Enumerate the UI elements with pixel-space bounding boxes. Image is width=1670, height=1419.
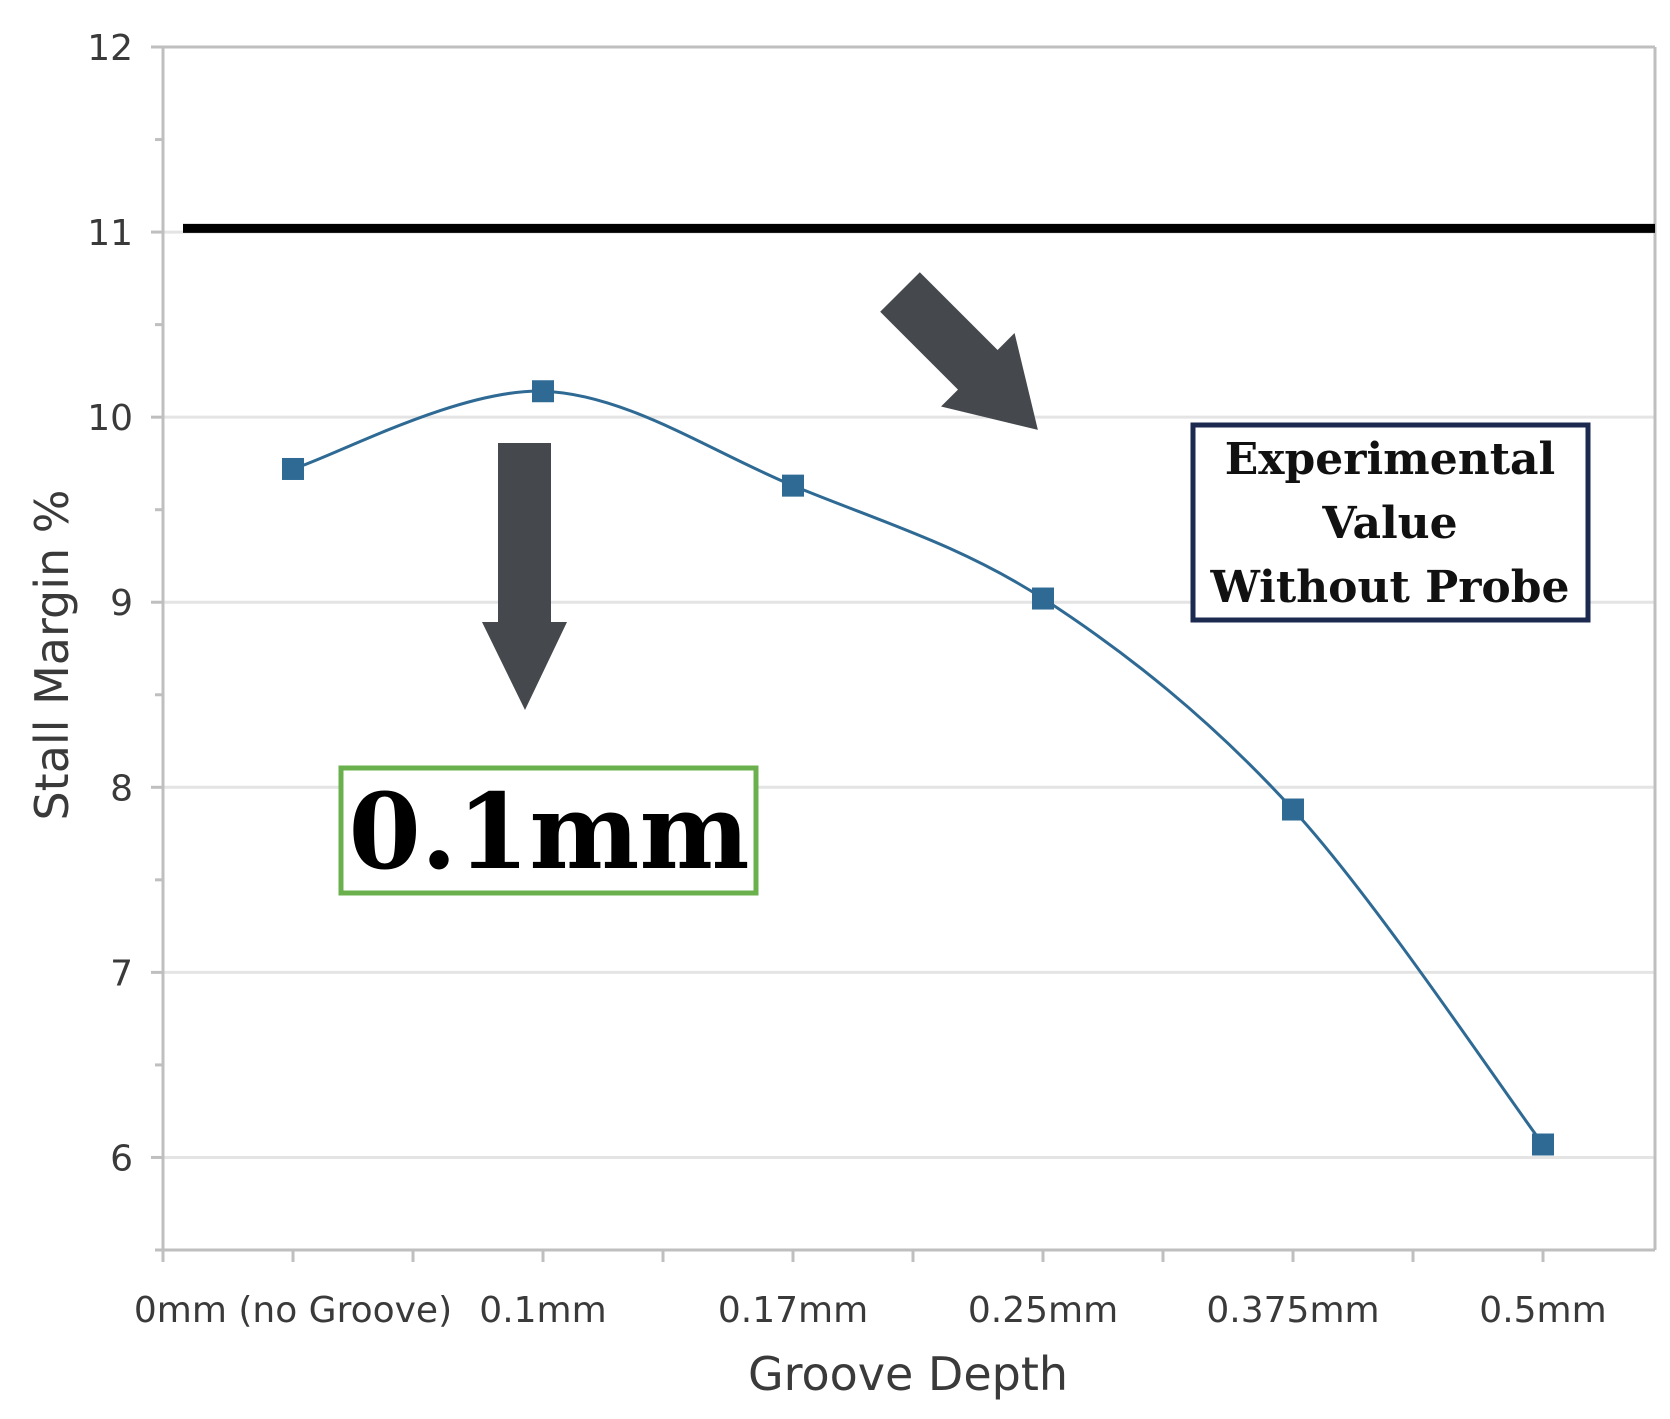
axes <box>161 45 1657 1252</box>
series-line <box>292 389 1545 1146</box>
y-tick-label: 10 <box>87 398 133 439</box>
down-arrow-icon <box>482 443 567 710</box>
y-tick-label: 8 <box>110 768 133 809</box>
x-tick-label: 0.375mm <box>1206 1290 1379 1331</box>
data-point-marker <box>1282 798 1304 821</box>
x-tick-label: 0.25mm <box>968 1290 1118 1331</box>
y-tick-label: 7 <box>110 953 133 994</box>
experimental-annotation-line-1: Experimental <box>1225 434 1556 485</box>
data-point-marker <box>532 380 554 403</box>
x-tick-label: 0.17mm <box>718 1290 868 1331</box>
experimental-annotation-line-2: Value <box>1321 498 1457 549</box>
optimum-annotation-box <box>338 765 759 896</box>
y-axis-title: Stall Margin % <box>25 489 79 820</box>
x-axis-title: Groove Depth <box>748 1347 1068 1401</box>
data-point-marker <box>1532 1133 1554 1156</box>
x-tick-labels: 0mm (no Groove) 0.1mm 0.17mm 0.25mm 0.375mm 0… <box>134 1290 1607 1331</box>
y-tick-labels: 6 7 8 9 10 11 12 <box>87 28 133 1179</box>
optimum-annotation-text: 0.1mm <box>348 770 749 893</box>
x-tick-label: 0.5mm <box>1479 1290 1606 1331</box>
x-tick-label: 0mm (no Groove) <box>134 1290 452 1331</box>
y-tick-label: 11 <box>87 213 133 254</box>
diagonal-arrow-icon <box>880 272 1038 430</box>
data-point-marker <box>782 474 804 497</box>
experimental-annotation-box <box>1190 422 1591 623</box>
y-tick-label: 6 <box>110 1138 133 1179</box>
y-tick-label: 12 <box>87 28 133 69</box>
x-tick-label: 0.1mm <box>479 1290 606 1331</box>
data-point-marker <box>282 457 304 480</box>
y-tick-label: 9 <box>110 583 133 624</box>
experimental-annotation-line-3: Without Probe <box>1209 562 1569 613</box>
series-markers <box>282 380 1554 1156</box>
data-point-marker <box>1032 587 1054 610</box>
